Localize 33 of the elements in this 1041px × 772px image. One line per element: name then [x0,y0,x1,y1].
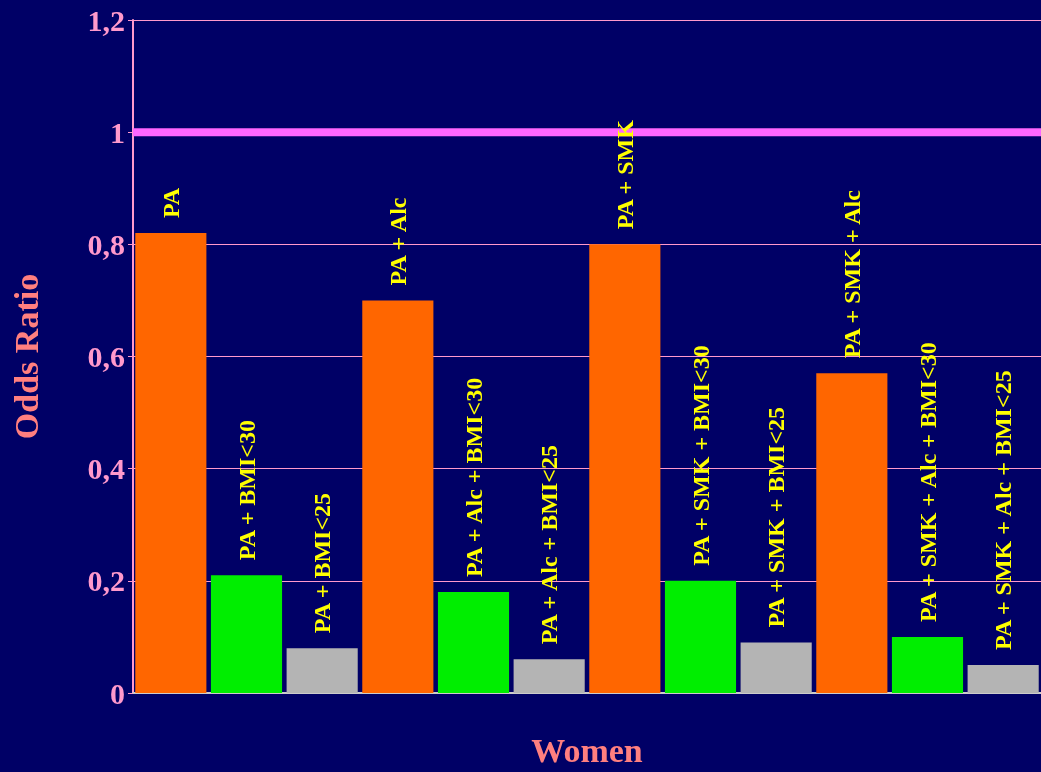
bar [210,575,283,693]
x-tick-label: PA + Alc + BMI<25 [536,445,563,645]
y-tick-label: 1 [110,115,125,149]
x-tick-label: PA + SMK + BMI<30 [687,345,714,566]
y-tick-label: 0,2 [87,564,125,598]
x-tick-label: PA + BMI<25 [309,492,336,634]
y-tick-label: 0 [110,676,125,710]
x-tick-label: PA + Alc + BMI<30 [460,377,487,578]
bar [664,580,737,693]
bar [362,300,434,693]
x-tick-label: PA [157,187,184,219]
x-tick-label: PA + SMK + BMI<25 [763,406,790,628]
y-tick-label: 1,2 [87,3,125,37]
y-axis-title: Odds Ratio [7,273,45,440]
x-axis-title: Women [531,731,643,769]
x-tick-label: PA + BMI<30 [233,419,260,561]
bar [513,659,585,693]
bar [891,636,964,693]
x-tick-label: PA + Alc [384,197,411,286]
bar [967,664,1039,693]
bar [816,373,888,693]
y-tick-label: 0,8 [87,227,125,261]
bar [437,592,510,693]
y-tick-label: 0,6 [87,340,125,373]
bar [589,244,661,693]
y-tick-label: 0,4 [87,452,125,486]
x-tick-label: PA + SMK [611,119,638,230]
bar [740,642,812,693]
bar [135,233,207,693]
bar [286,648,358,693]
x-tick-label: PA + SMK + Alc [838,189,865,359]
x-tick-label: PA + SMK + Alc + BMI<30 [914,342,941,622]
x-tick-label: PA + SMK + Alc + BMI<25 [990,370,1017,650]
